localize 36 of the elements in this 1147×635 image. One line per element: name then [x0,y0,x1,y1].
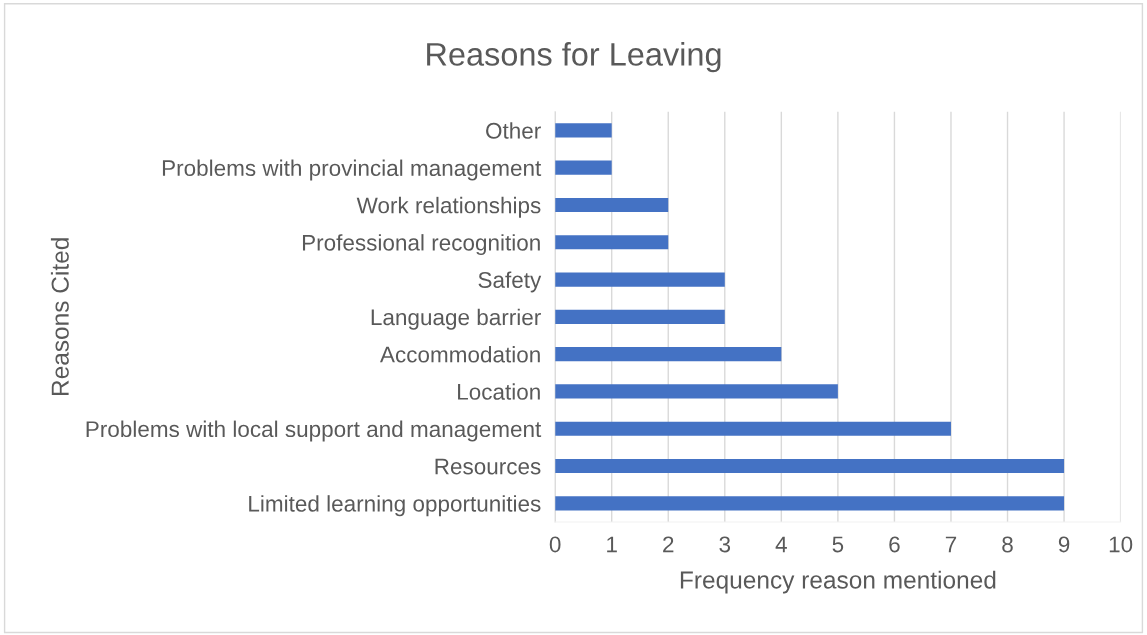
x-tick-label: 10 [1109,536,1133,553]
x-tick-label: 3 [719,536,731,553]
y-tick-label: Problems with local support and management [86,420,542,442]
bar [555,235,669,250]
x-tick-label: 8 [1002,536,1013,553]
bar [555,496,1065,511]
y-tick-label: Work relationships [356,196,541,218]
x-tick-label: 6 [889,536,900,553]
x-tick-label: 7 [945,536,957,553]
y-tick-label: Professional recognition [302,234,540,256]
bar [555,384,838,399]
chart-title: Reasons for Leaving [427,42,721,73]
bar [555,347,782,362]
bar [555,160,612,175]
bar [555,272,725,287]
x-tick-label: 4 [775,536,787,553]
x-tick-label: 9 [1058,536,1070,553]
y-axis-title: Reasons Cited [50,238,69,396]
bar [555,123,612,138]
x-tick-label: 5 [832,536,844,553]
y-tick-label: Location [458,383,540,400]
y-tick-label: Resources [435,458,541,475]
y-tick-label: Other [486,122,541,139]
y-tick-label: Limited learning opportunities [249,495,541,517]
x-tick-label: 0 [549,536,561,553]
x-tick-label: 1 [607,536,617,553]
y-tick-label: Safety [478,271,542,293]
bar [555,309,725,324]
x-tick-label: 2 [663,536,674,553]
x-axis-title: Frequency reason mentioned [680,570,996,594]
bar [555,458,1065,474]
y-tick-label: Problems with provincial management [162,159,542,181]
y-tick-label: Accommodation [379,346,540,363]
y-tick-label: Language barrier [371,308,541,330]
bar [555,197,669,213]
bar [555,421,951,436]
